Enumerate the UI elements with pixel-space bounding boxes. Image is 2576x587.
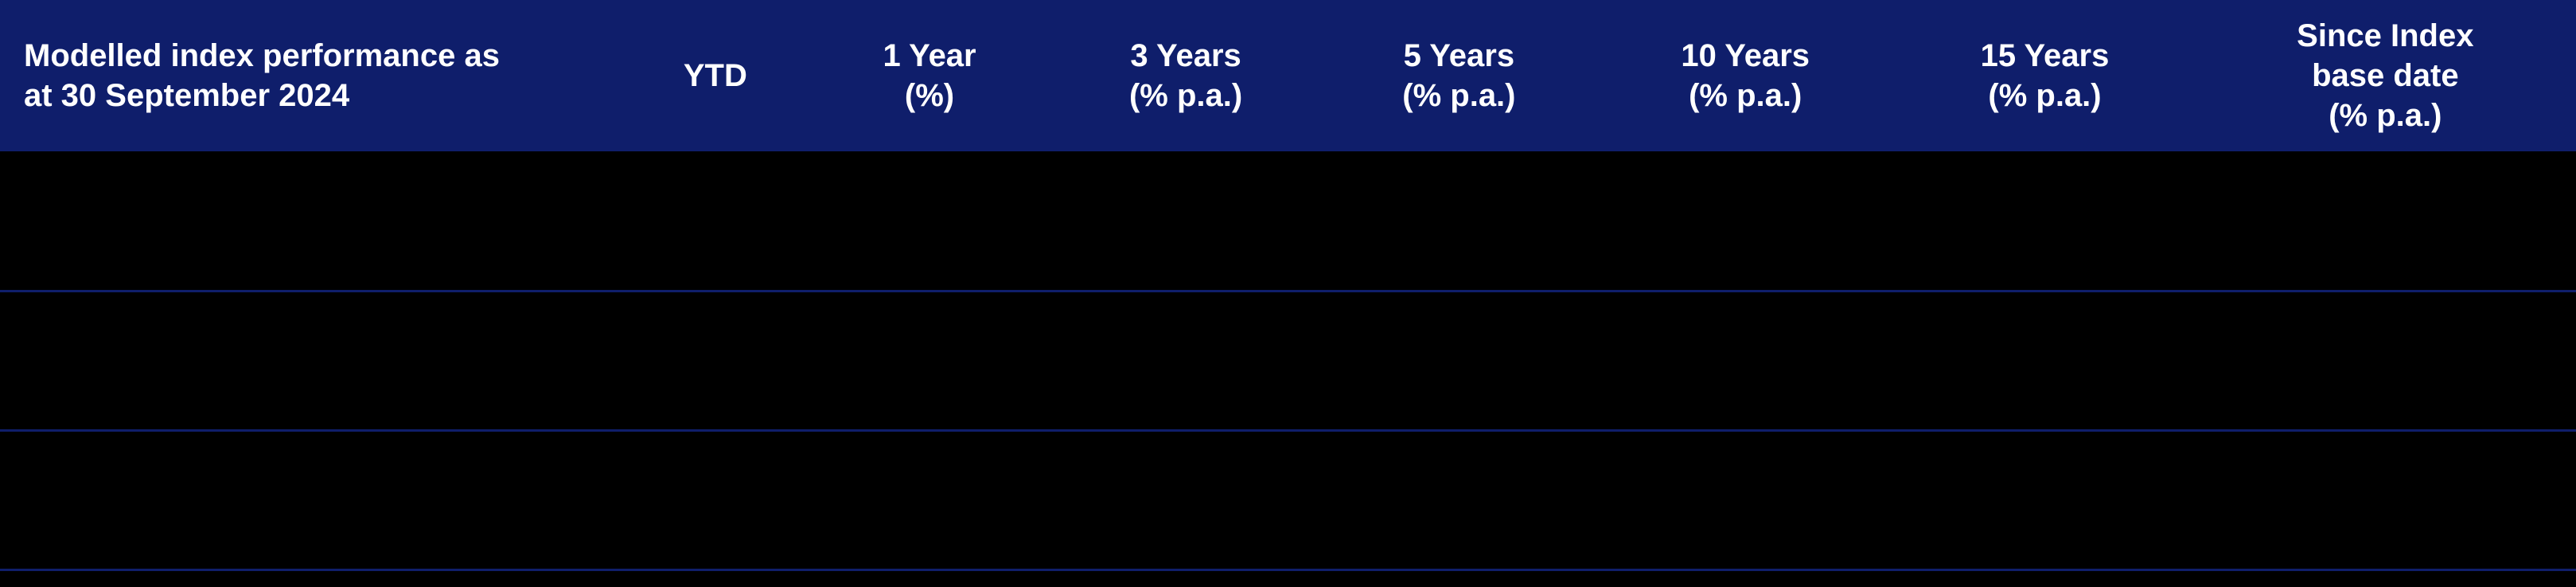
cell-10yr [1596,430,1895,569]
table-row [0,291,2576,430]
col-header-since: Since Index base date (% p.a.) [2195,0,2576,151]
cell-name [0,291,621,430]
col-header-since-line1: Since Index [2297,18,2473,53]
cell-15yr [1895,430,2194,569]
cell-ytd [621,430,810,569]
table-header-row: Modelled index performance as at 30 Sept… [0,0,2576,151]
cell-5yr [1323,291,1596,430]
col-header-1yr-line1: 1 Year [883,38,976,73]
col-header-15yr-line2: (% p.a.) [1988,78,2101,113]
table-row [0,151,2576,291]
col-header-ytd: YTD [621,0,810,151]
cell-1yr [810,291,1050,430]
cell-since [2195,430,2576,569]
col-header-since-line2: base date [2312,58,2459,93]
table-body [0,151,2576,569]
col-header-3yr-line2: (% p.a.) [1129,78,1242,113]
cell-5yr [1323,430,1596,569]
cell-1yr [810,151,1050,291]
col-header-15yr: 15 Years (% p.a.) [1895,0,2194,151]
col-header-1yr-line2: (%) [905,78,954,113]
cell-15yr [1895,291,2194,430]
col-header-since-line3: (% p.a.) [2329,98,2442,133]
cell-ytd [621,151,810,291]
table-row [0,430,2576,569]
col-header-5yr: 5 Years (% p.a.) [1323,0,1596,151]
col-header-5yr-line2: (% p.a.) [1402,78,1515,113]
col-header-10yr-line2: (% p.a.) [1689,78,1802,113]
col-header-index-line1: Modelled index performance as [24,38,500,73]
col-header-10yr: 10 Years (% p.a.) [1596,0,1895,151]
cell-3yr [1049,291,1322,430]
col-header-index: Modelled index performance as at 30 Sept… [0,0,621,151]
col-header-15yr-line1: 15 Years [1981,38,2110,73]
cell-5yr [1323,151,1596,291]
cell-ytd [621,291,810,430]
cell-10yr [1596,291,1895,430]
cell-3yr [1049,430,1322,569]
cell-since [2195,151,2576,291]
performance-table: Modelled index performance as at 30 Sept… [0,0,2576,571]
cell-since [2195,291,2576,430]
cell-10yr [1596,151,1895,291]
col-header-index-line2: at 30 September 2024 [24,78,349,113]
col-header-ytd-line1: YTD [684,58,747,93]
col-header-3yr: 3 Years (% p.a.) [1049,0,1322,151]
cell-name [0,430,621,569]
col-header-5yr-line1: 5 Years [1404,38,1514,73]
col-header-3yr-line1: 3 Years [1130,38,1241,73]
cell-3yr [1049,151,1322,291]
col-header-10yr-line1: 10 Years [1681,38,1810,73]
col-header-1yr: 1 Year (%) [810,0,1050,151]
cell-1yr [810,430,1050,569]
cell-name [0,151,621,291]
cell-15yr [1895,151,2194,291]
